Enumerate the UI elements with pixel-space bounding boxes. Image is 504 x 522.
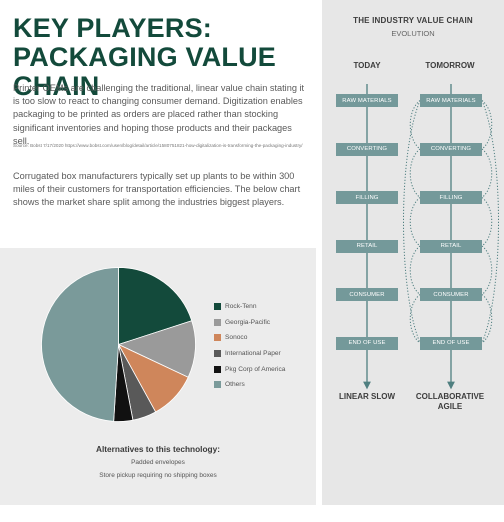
tomorrow-result-line-2: AGILE xyxy=(437,402,463,411)
value-chain-panel: THE INDUSTRY VALUE CHAIN EVOLUTION TODAY… xyxy=(322,0,504,505)
legend-swatch xyxy=(214,318,221,326)
tomorrow-heading: TOMORROW xyxy=(425,61,475,70)
tomorrow-feedback-loop-left xyxy=(409,245,421,295)
legend-item: Sonoco xyxy=(214,330,314,346)
legend-swatch xyxy=(214,303,221,311)
alternative-item: Store pickup requiring no shipping boxes xyxy=(99,472,217,479)
alternatives-title: Alternatives to this technology: xyxy=(95,444,220,454)
today-stage-retail: RETAIL xyxy=(336,239,398,253)
value-chain-flows xyxy=(363,84,499,390)
chart-legend: Rock-Tenn Georgia-Pacific Sonoco Internatio… xyxy=(214,299,314,393)
tomorrow-outer-loop-right xyxy=(481,100,499,344)
legend-item: Others xyxy=(214,377,314,393)
title-line-1: KEY PLAYERS: xyxy=(13,13,212,43)
market-share-panel: Rock-Tenn Georgia-Pacific Sonoco Internatio… xyxy=(0,248,316,505)
legend-label: Georgia-Pacific xyxy=(225,318,271,326)
legend-swatch xyxy=(214,334,221,342)
tomorrow-feedback-loop-right xyxy=(481,245,493,295)
page-title: KEY PLAYERS: PACKAGING VALUE CHAIN xyxy=(13,14,313,101)
title-line-2: PACKAGING VALUE CHAIN xyxy=(13,42,277,101)
tomorrow-feedback-loop-left xyxy=(409,148,421,198)
tomorrow-feedback-loop-left xyxy=(409,294,421,344)
tomorrow-feedback-loop-left xyxy=(409,197,421,247)
tomorrow-feedback-loop-right xyxy=(481,148,493,198)
legend-label: Others xyxy=(225,381,245,389)
legend-item: Pkg Corp of America xyxy=(214,361,314,377)
today-heading: TODAY xyxy=(353,61,381,70)
tomorrow-stage-raw-materials: RAW MATERIALS xyxy=(420,94,482,107)
today-result: LINEAR SLOW xyxy=(339,392,395,401)
market-paragraph: Corrugated box manufacturers typically s… xyxy=(13,171,301,208)
legend-swatch xyxy=(214,350,221,358)
tomorrow-result-line-1: COLLABORATIVE xyxy=(415,392,485,401)
tomorrow-feedback-loop-right xyxy=(481,294,493,344)
today-stage-end-of-use: END OF USE xyxy=(336,336,398,350)
today-stage-raw-materials: RAW MATERIALS xyxy=(336,94,398,107)
pie-slice-others xyxy=(41,267,119,422)
legend-item: Georgia-Pacific xyxy=(214,315,314,331)
legend-swatch xyxy=(214,381,221,389)
article-column: KEY PLAYERS: PACKAGING VALUE CHAIN Print… xyxy=(0,14,316,505)
tomorrow-stage-end-of-use: END OF USE xyxy=(420,336,482,350)
alternative-item: Padded envelopes xyxy=(131,459,185,466)
today-stage-consumer: CONSUMER xyxy=(336,288,398,301)
value-chain-title: THE INDUSTRY VALUE CHAIN xyxy=(353,16,473,25)
tomorrow-stage-filling: FILLING xyxy=(420,191,482,204)
tomorrow-stage-retail: RETAIL xyxy=(420,239,482,253)
tomorrow-outer-loop-left xyxy=(403,100,421,344)
pie-slice-rock-tenn xyxy=(118,267,193,346)
source-citation: Source: Bobst 7/17/2020 https://www.bobs… xyxy=(13,143,303,148)
legend-item: International Paper xyxy=(214,346,314,362)
value-chain-subtitle: EVOLUTION xyxy=(391,29,435,38)
tomorrow-feedback-loop-right xyxy=(481,100,493,150)
tomorrow-result: COLLABORATIVE AGILE xyxy=(410,392,490,412)
legend-label: International Paper xyxy=(225,350,281,358)
today-stage-converting: CONVERTING xyxy=(336,142,398,156)
legend-label: Rock-Tenn xyxy=(225,303,257,311)
tomorrow-stage-consumer: CONSUMER xyxy=(420,288,482,301)
market-share-pie-chart xyxy=(41,267,196,422)
tomorrow-feedback-loop-left xyxy=(409,100,421,150)
legend-label: Sonoco xyxy=(225,334,248,342)
tomorrow-stage-converting: CONVERTING xyxy=(420,142,482,156)
intro-paragraph: Printer OEMs are challenging the traditi… xyxy=(13,83,305,146)
legend-swatch xyxy=(214,365,221,373)
today-stage-filling: FILLING xyxy=(336,191,398,204)
legend-item: Rock-Tenn xyxy=(214,299,314,315)
legend-label: Pkg Corp of America xyxy=(225,365,286,373)
tomorrow-feedback-loop-right xyxy=(481,197,493,247)
